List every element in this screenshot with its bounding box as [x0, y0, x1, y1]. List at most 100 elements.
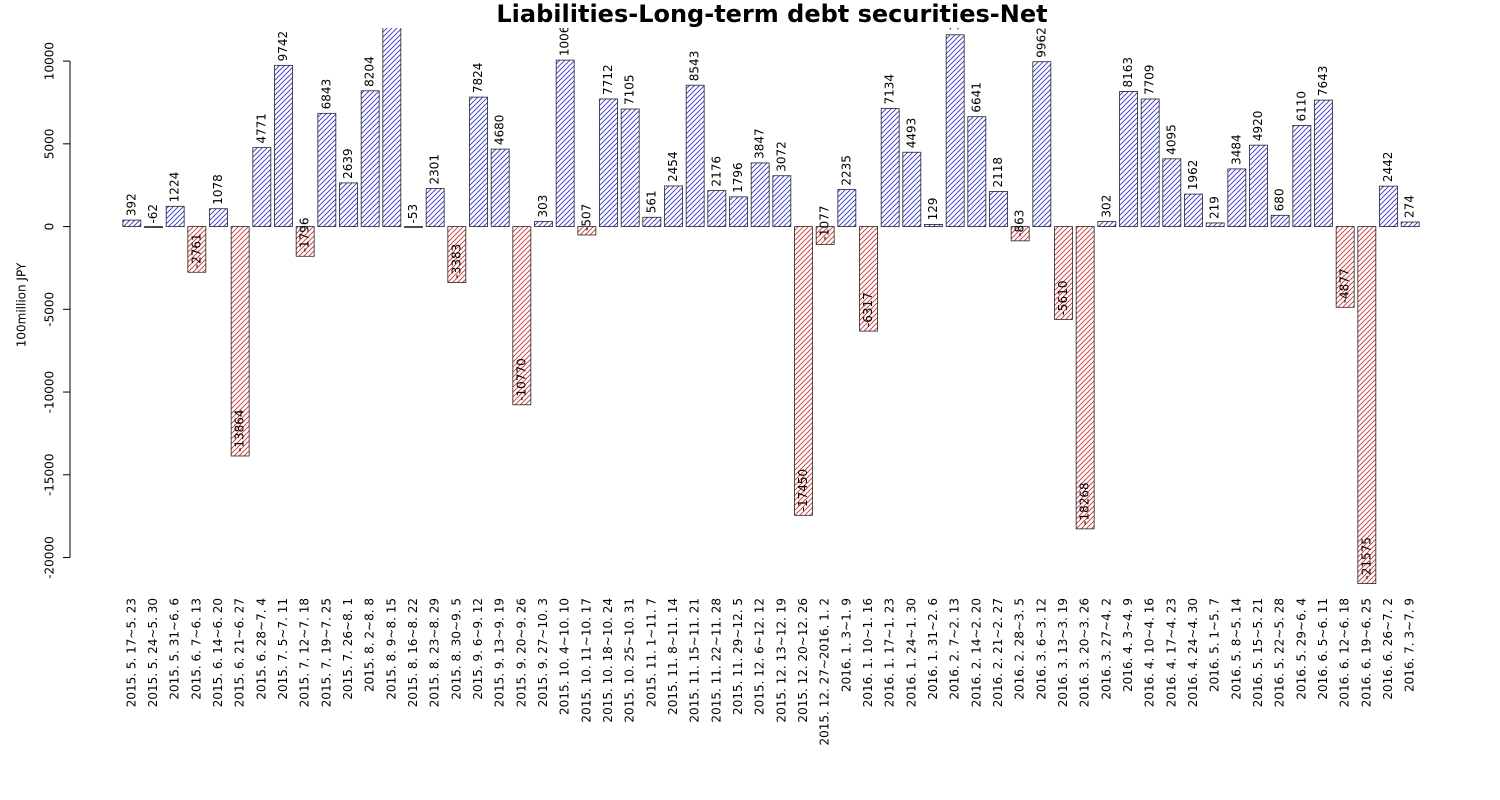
value-label: 8543 — [688, 51, 702, 82]
bar — [880, 108, 900, 227]
bar — [165, 205, 185, 227]
value-label: 9742 — [276, 31, 290, 62]
x-tick-label: 2015. 7. 5~7. 11 — [276, 598, 290, 700]
bar — [1075, 226, 1095, 530]
x-tick-label: 2015. 8. 9~8. 15 — [384, 598, 398, 700]
value-label: 2639 — [341, 148, 355, 179]
bar — [945, 34, 965, 227]
bar — [729, 196, 748, 227]
value-label: 1962 — [1186, 160, 1200, 191]
value-label: -18268 — [1078, 482, 1092, 525]
x-tick-label: 2015. 12. 13~12. 19 — [774, 598, 788, 723]
value-label: 10060 — [558, 18, 572, 56]
x-tick-label: 2015. 6. 14~6. 20 — [211, 598, 225, 707]
y-tick-label: -10000 — [43, 371, 57, 414]
x-tick-label: 2015. 11. 29~12. 5 — [731, 598, 745, 715]
bar — [1400, 221, 1420, 227]
x-tick-label: 2016. 6. 12~6. 18 — [1338, 598, 1352, 707]
x-tick-label: 2015. 11. 1~11. 7 — [644, 598, 658, 707]
y-tick-label: 0 — [43, 223, 57, 231]
x-tick-label: 2016. 4. 17~4. 23 — [1164, 598, 1178, 707]
value-label: 7709 — [1143, 64, 1157, 95]
bar — [447, 226, 467, 283]
x-tick-label: 2016. 5. 29~6. 4 — [1294, 598, 1308, 700]
value-label: 4920 — [1251, 111, 1265, 142]
x-tick-label: 2016. 2. 14~2. 20 — [969, 598, 983, 707]
bar — [317, 112, 337, 227]
bar — [1140, 98, 1160, 227]
value-label: 7643 — [1316, 66, 1330, 97]
value-label: 4771 — [254, 113, 268, 144]
value-label: 3484 — [1229, 134, 1243, 165]
bar — [902, 151, 922, 227]
x-tick-label: 2016. 3. 13~3. 19 — [1056, 598, 1070, 707]
bar — [599, 98, 618, 227]
value-label: 561 — [644, 190, 658, 213]
bar — [274, 64, 293, 227]
value-label: 303 — [536, 195, 550, 218]
x-tick-label: 2015. 9. 6~9. 12 — [471, 598, 485, 700]
value-label: 2235 — [839, 155, 853, 186]
bar — [1249, 144, 1268, 227]
plot-area: 392 -62 1224 -2761 1078 -13864 4771 9742 -1796 68… — [122, 18, 1420, 584]
bar — [772, 175, 792, 227]
x-tick-label: 2016. 4. 10~4. 16 — [1143, 598, 1157, 707]
x-tick-label: 2016. 3. 6~3. 12 — [1034, 598, 1048, 700]
value-label: -21575 — [1359, 537, 1373, 580]
x-tick-label: 2015. 12. 6~12. 12 — [753, 598, 767, 715]
value-label: -507 — [579, 204, 593, 231]
value-label: 4680 — [493, 115, 507, 146]
bar — [555, 59, 575, 227]
x-tick-label: 2016. 5. 22~5. 28 — [1273, 598, 1287, 707]
bar — [512, 226, 532, 406]
bar — [209, 208, 228, 227]
bar — [295, 226, 315, 257]
x-tick-label: 2015. 12. 27~2016. 1. 2 — [818, 598, 832, 745]
x-tick-label: 2015. 6. 28~7. 4 — [254, 598, 268, 700]
bar — [252, 147, 272, 227]
bar — [360, 90, 380, 227]
value-label: 6843 — [319, 79, 333, 110]
x-tick-label: 2016. 5. 1~5. 7 — [1208, 598, 1222, 692]
x-tick-label: 2016. 3. 20~3. 26 — [1078, 598, 1092, 707]
x-tick-label: 2015. 5. 24~5. 30 — [146, 598, 160, 707]
bar — [382, 28, 402, 227]
x-tick-label: 2015. 8. 16~8. 22 — [406, 598, 420, 707]
x-tick-label: 2016. 6. 26~7. 2 — [1381, 598, 1395, 700]
value-label: 392 — [124, 193, 138, 216]
x-tick-label: 2015. 9. 20~9. 26 — [514, 598, 528, 707]
value-label: -62 — [146, 204, 160, 224]
value-label: 7824 — [471, 63, 485, 94]
bar — [122, 219, 142, 227]
value-label: 129 — [926, 198, 940, 221]
bar — [1162, 158, 1182, 227]
bar — [989, 191, 1008, 227]
x-tick-label: 2015. 10. 4~10. 10 — [558, 598, 572, 715]
bar — [1292, 125, 1312, 227]
x-tick-label: 2016. 1. 24~1. 30 — [904, 598, 918, 707]
x-tick-label: 2016. 2. 21~2. 27 — [991, 598, 1005, 707]
bar — [1357, 226, 1377, 584]
x-tick-label: 2015. 6. 21~6. 27 — [233, 598, 247, 707]
x-tick-label: 2015. 8. 30~9. 5 — [449, 598, 463, 700]
x-tick-label: 2016. 2. 7~2. 13 — [948, 598, 962, 700]
value-label: 219 — [1208, 196, 1222, 219]
x-tick-label: 2016. 7. 3~7. 9 — [1403, 598, 1417, 692]
bar — [1119, 91, 1138, 227]
value-label: -3383 — [449, 244, 463, 279]
bar — [1335, 226, 1355, 308]
x-tick-label: 2015. 11. 22~11. 28 — [709, 598, 723, 723]
bar — [404, 226, 423, 228]
bar — [1054, 226, 1073, 320]
x-tick-label: 2015. 6. 7~6. 13 — [189, 598, 203, 700]
chart-title: Liabilities-Long-term debt securities-Ne… — [496, 0, 1047, 28]
value-label: 7105 — [623, 74, 637, 105]
x-tick-label: 2015. 7. 12~7. 18 — [298, 598, 312, 707]
bar — [685, 84, 705, 227]
value-label: -863 — [1013, 210, 1027, 237]
value-label: -5610 — [1056, 281, 1070, 316]
value-label: 7712 — [601, 64, 615, 95]
bar — [750, 162, 770, 227]
y-tick-label: 10000 — [43, 42, 57, 80]
value-label: 2301 — [428, 154, 442, 185]
